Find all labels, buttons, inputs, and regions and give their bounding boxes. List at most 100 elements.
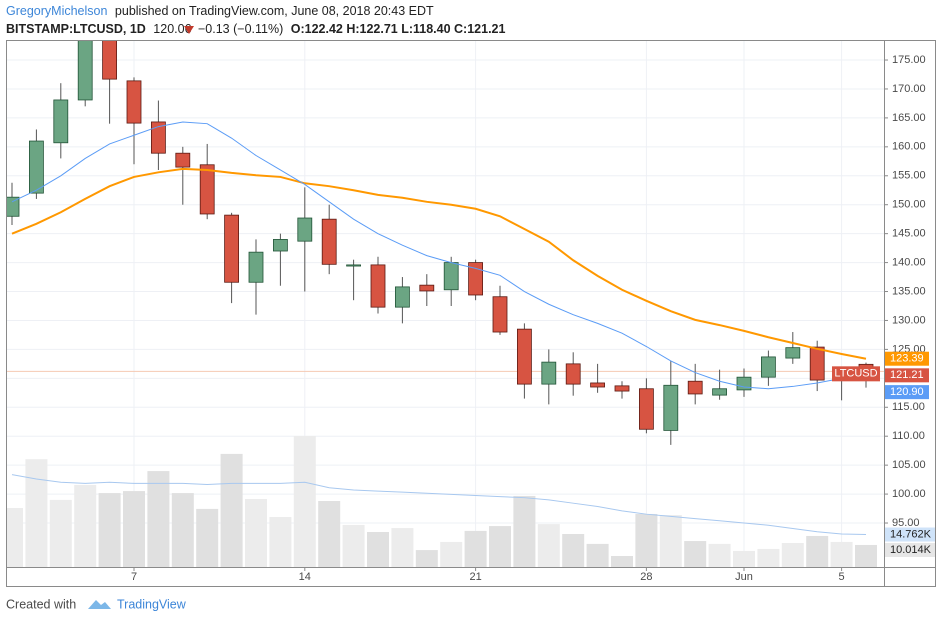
candle-body	[272, 239, 288, 252]
header-line: GregoryMichelson published on TradingVie…	[6, 4, 434, 18]
candle-body	[614, 385, 630, 392]
ma-fast-label-box	[885, 385, 929, 400]
y-tick-label: 165.00	[892, 112, 926, 124]
logo[interactable]	[88, 600, 111, 609]
candle-body	[297, 217, 313, 242]
volume-bar	[74, 484, 97, 567]
last-price: 120.06	[153, 22, 191, 36]
author[interactable]: GregoryMichelson	[6, 4, 107, 18]
change-line: −0.13 (−0.11%) O:122.42 H:122.71 L:118.4…	[198, 22, 506, 36]
volume-bar	[708, 543, 731, 567]
candle-body	[370, 264, 386, 308]
candle-body	[77, 41, 93, 101]
candle-body	[565, 363, 581, 385]
y-tick-label: 105.00	[892, 459, 926, 471]
candle-body	[736, 376, 752, 391]
candle-body	[199, 164, 215, 215]
y-tick-label: 100.00	[892, 488, 926, 500]
candle-body	[663, 384, 679, 431]
ma-slow-label: 123.39	[890, 353, 924, 365]
down-arrow	[184, 26, 194, 34]
volume-bar	[98, 493, 121, 567]
candle-body	[346, 264, 362, 267]
candle-body	[517, 328, 532, 385]
volume-label-box	[885, 542, 935, 557]
volume-bar	[7, 508, 23, 567]
x-tick-label: 14	[299, 571, 311, 583]
volume-bar	[659, 515, 682, 567]
y-tick-label: 145.00	[892, 228, 926, 240]
volume-bar	[855, 544, 877, 567]
volume-ma-label: 14.762K	[890, 528, 932, 540]
frame	[6, 40, 936, 587]
x-tick-label: 7	[131, 571, 137, 583]
candle-body	[126, 80, 142, 124]
y-tick-label: 155.00	[892, 170, 926, 182]
candle-body	[102, 41, 117, 80]
volume-bar	[586, 543, 609, 567]
x-tick-label: 21	[469, 571, 481, 583]
moving-average-line	[11, 167, 867, 360]
volume-bar	[293, 436, 316, 567]
volume-bar	[367, 532, 389, 567]
ma-slow-label-box	[885, 351, 929, 366]
volume-bar	[513, 495, 536, 567]
volume-bar	[269, 517, 292, 567]
volume-bar	[781, 543, 804, 567]
symbol-line: BITSTAMP:LTCUSD, 1D 120.06	[6, 22, 192, 36]
candle-body	[248, 251, 264, 283]
symbol: BITSTAMP:LTCUSD, 1D	[6, 22, 146, 36]
volume-bar	[537, 524, 560, 567]
volume-bar	[245, 499, 267, 567]
volume-bar	[25, 459, 48, 567]
volume-bar	[123, 491, 145, 567]
plot-area	[7, 41, 884, 567]
y-tick-label: 175.00	[892, 54, 926, 66]
volume-bar	[464, 530, 487, 567]
candle-body	[492, 296, 508, 333]
volume-bar	[757, 548, 780, 567]
candle-body	[175, 152, 191, 168]
y-tick-label: 95.00	[892, 517, 920, 529]
candle-body	[468, 262, 484, 296]
volume-ma-line	[11, 474, 867, 536]
change: −0.13 (−0.11%)	[198, 22, 283, 36]
candle-body	[224, 214, 240, 283]
candle-body	[150, 121, 166, 154]
candle-body	[321, 218, 337, 265]
volume-bar	[562, 533, 585, 567]
candle-body	[785, 347, 801, 359]
volume-bar	[171, 493, 194, 567]
candle-body	[761, 356, 776, 378]
moving-average-line	[11, 121, 867, 390]
published: published on TradingView.com, June 08, 2…	[115, 4, 434, 18]
volume-bar	[196, 508, 219, 567]
y-tick-label: 130.00	[892, 314, 926, 326]
y-tick-label: 170.00	[892, 83, 926, 95]
candle-body	[809, 346, 825, 381]
candle-body	[28, 140, 44, 194]
candle-body	[639, 388, 654, 430]
close-label: 121.21	[890, 369, 924, 381]
y-tick-label: 135.00	[892, 285, 926, 297]
volume-bar	[806, 535, 829, 567]
footer-brand[interactable]: TradingView	[117, 597, 187, 611]
plot: 95.00100.00105.00110.00115.00120.00125.0…	[7, 41, 935, 583]
y-tick-label: 115.00	[892, 401, 925, 413]
candle-body	[7, 196, 20, 217]
volume-bar	[611, 555, 633, 567]
y-tick-label: 110.00	[892, 430, 925, 442]
volume-bar	[391, 528, 414, 567]
volume-bar	[635, 513, 658, 567]
volume-bar	[220, 453, 243, 567]
symbol-label-box	[832, 366, 880, 382]
candle-body	[687, 380, 703, 395]
volume-bar	[684, 541, 707, 567]
volume-bar	[830, 541, 853, 567]
candle-body	[712, 388, 727, 396]
candle-body	[443, 262, 459, 291]
volume-bar	[318, 500, 341, 567]
candle-body	[53, 99, 69, 144]
